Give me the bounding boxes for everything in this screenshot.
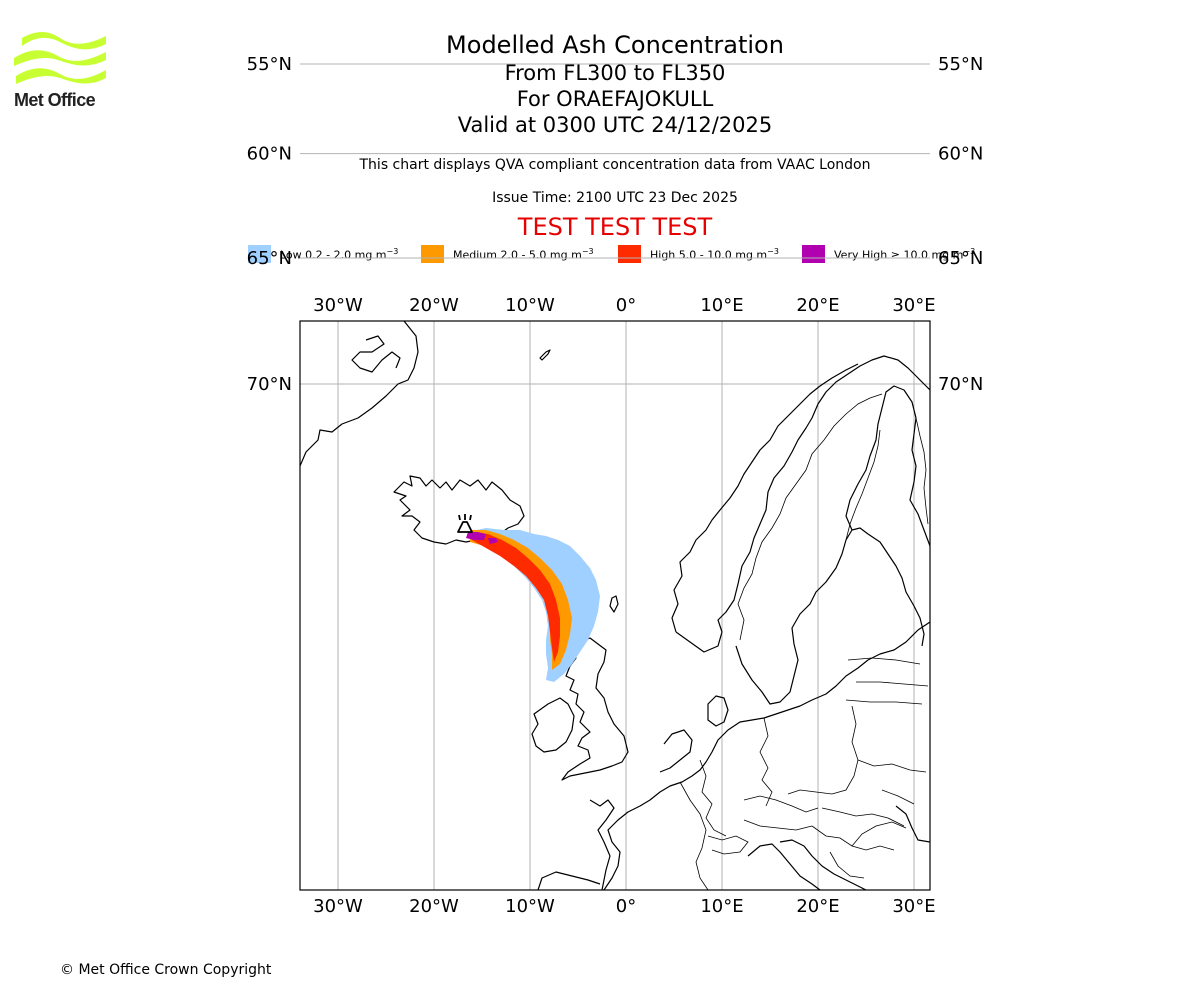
border-germany-poland (759, 717, 773, 807)
border-sweden-finland (845, 429, 881, 541)
lon-tick-label-top: 10°E (700, 295, 743, 316)
lat-tick-label-right: 70°N (938, 374, 983, 395)
lat-tick-label-left: 55°N (247, 54, 292, 75)
country-borders (679, 393, 929, 890)
met-office-logo: Met Office (14, 30, 108, 112)
legend-swatch-very-high (802, 245, 825, 263)
coast-black-sea (895, 805, 930, 843)
coast-scandinavia (675, 355, 930, 653)
lon-tick-label-bottom: 0° (616, 896, 636, 917)
coast-iberia (537, 871, 601, 890)
border-hungary-romania (821, 807, 905, 827)
border-balkans (811, 821, 907, 879)
chart-title-block: Modelled Ash Concentration From FL300 to… (315, 30, 915, 138)
border-poland-east (787, 705, 859, 795)
border-germany-west (699, 759, 727, 837)
lon-tick-label-top: 30°W (313, 295, 363, 316)
map-frame (299, 320, 931, 891)
border-finland-russia (911, 401, 929, 525)
lon-tick-label-top: 0° (616, 295, 636, 316)
legend-swatch-medium (421, 245, 444, 263)
lon-tick-label-top: 20°E (796, 295, 839, 316)
coast-greenland (300, 321, 419, 467)
volcano-name: For ORAEFAJOKULL (516, 87, 714, 111)
lon-tick-label-bottom: 10°E (700, 896, 743, 917)
lon-tick-label-bottom: 10°W (505, 896, 555, 917)
legend-swatch-high (618, 245, 641, 263)
ash-plume (466, 528, 600, 682)
lon-tick-label-bottom: 20°W (409, 896, 459, 917)
coast-jan-mayen (539, 349, 551, 361)
coast-italy (747, 843, 821, 890)
lat-tick-label-left: 65°N (247, 248, 292, 269)
border-switzerland (707, 835, 749, 855)
coast-finland (845, 385, 930, 547)
volcano-icon (457, 514, 473, 533)
border-france-east (679, 781, 709, 890)
lon-tick-label-top: 20°W (409, 295, 459, 316)
logo-wordmark: Met Office (14, 90, 96, 110)
lat-tick-label-right: 60°N (938, 144, 983, 165)
coast-norway-west (671, 363, 859, 633)
chart-description: This chart displays QVA compliant concen… (359, 157, 871, 173)
test-banner: TEST TEST TEST (517, 213, 713, 241)
coast-sweden-baltic (735, 527, 925, 705)
ash-medium-region (470, 530, 572, 670)
lat-tick-label-left: 70°N (247, 374, 292, 395)
lon-tick-label-bottom: 30°E (892, 896, 935, 917)
ash-very-high-region (466, 532, 498, 544)
legend-swatch-low (248, 245, 271, 263)
coast-shetland (609, 595, 619, 613)
copyright-notice: © Met Office Crown Copyright (60, 962, 272, 978)
met-office-waves-icon (14, 32, 106, 84)
coastlines (300, 321, 930, 890)
coast-france-west (589, 799, 615, 890)
lat-tick-label-right: 55°N (938, 54, 983, 75)
lon-tick-label-bottom: 20°E (796, 896, 839, 917)
coast-continental-europe (603, 621, 930, 890)
coast-greenland-fjord (351, 335, 401, 373)
border-ukraine (857, 759, 927, 805)
coast-denmark (707, 695, 729, 727)
coast-great-britain (561, 637, 629, 781)
border-czech-austria (743, 795, 819, 831)
coast-balkans (779, 839, 867, 890)
coast-low-countries (659, 729, 693, 773)
border-norway-sweden (737, 393, 883, 641)
lon-tick-label-top: 30°E (892, 295, 935, 316)
coast-iceland (393, 475, 525, 545)
map-graticule (300, 63, 930, 890)
ash-high-region (472, 532, 560, 662)
chart-title: Modelled Ash Concentration (446, 31, 784, 59)
border-baltic-states (845, 657, 929, 705)
lon-tick-label-bottom: 30°W (313, 896, 363, 917)
flight-level-range: From FL300 to FL350 (504, 61, 726, 85)
coast-ireland (531, 697, 575, 753)
valid-time: Valid at 0300 UTC 24/12/2025 (457, 113, 773, 137)
issue-time: Issue Time: 2100 UTC 23 Dec 2025 (492, 190, 738, 206)
lon-tick-label-top: 10°W (505, 295, 555, 316)
axis-labels: 30°W 30°W 20°W 20°W 10°W 10°W 0° 0° 10°E 10°E 20°E… (247, 54, 984, 917)
lat-tick-label-right: 65°N (938, 248, 983, 269)
lat-tick-label-left: 60°N (247, 144, 292, 165)
ash-low-region (468, 528, 600, 682)
